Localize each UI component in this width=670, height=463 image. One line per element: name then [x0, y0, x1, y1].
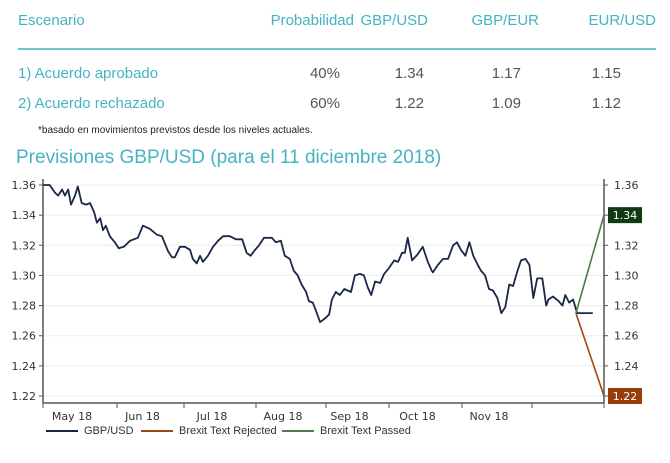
end-value-badge	[608, 388, 642, 404]
y-tick-label-right: 1.32	[614, 239, 639, 252]
x-tick-label: Sep 18	[330, 410, 368, 423]
end-value-badge	[608, 207, 642, 224]
y-tick-label-right: 1.24	[614, 360, 639, 373]
table-divider	[18, 48, 656, 50]
legend-swatch	[46, 430, 78, 433]
legend-label: Brexit Text Rejected	[179, 425, 277, 437]
y-tick-label-right: 1.26	[614, 330, 639, 343]
legend-swatch	[141, 430, 173, 433]
gbpusd-value: 1.34	[394, 65, 424, 82]
legend-item-gbpusd: GBP/USD	[46, 425, 134, 437]
y-tick-label-left: 1.24	[12, 360, 37, 373]
end-value-label: 1.34	[613, 209, 638, 222]
header-escenario: Escenario	[18, 12, 85, 29]
gbpeur-value: 1.17	[491, 65, 521, 82]
y-tick-label-left: 1.22	[12, 390, 37, 403]
table-row: 1) Acuerdo aprobado 40% 1.34 1.17 1.15	[18, 65, 656, 89]
eurusd-value: 1.12	[591, 95, 621, 112]
legend-label: GBP/USD	[84, 425, 134, 437]
chart-title: Previsiones GBP/USD (para el 11 diciembr…	[16, 147, 442, 168]
gbpusd-value: 1.22	[394, 95, 424, 112]
y-tick-label-right: 1.28	[614, 300, 639, 313]
header-eurusd: EUR/USD	[588, 12, 656, 29]
header-gbpeur: GBP/EUR	[471, 12, 539, 29]
probability: 40%	[309, 65, 340, 82]
probability: 60%	[309, 95, 340, 112]
y-tick-label-right: 1.30	[614, 269, 639, 282]
y-tick-label-left: 1.26	[12, 330, 37, 343]
x-tick-label: Jun 18	[124, 410, 160, 423]
gbpeur-value: 1.09	[491, 95, 521, 112]
series-passed-line	[575, 214, 605, 314]
y-tick-label-right: 1.36	[614, 179, 639, 192]
x-tick-label: Aug 18	[264, 410, 303, 423]
table-header: Escenario Probabilidad GBP/USD GBP/EUR E…	[18, 12, 656, 36]
series-rejected-line	[575, 312, 605, 397]
series-gbpusd-line	[43, 184, 593, 324]
header-probabilidad: Probabilidad	[270, 12, 354, 29]
legend-item-passed: Brexit Text Passed	[282, 425, 411, 437]
legend-swatch	[282, 430, 314, 433]
table-footnote: *basado en movimientos previstos desde l…	[38, 125, 313, 136]
y-tick-label-left: 1.32	[12, 239, 37, 252]
x-tick-label: Nov 18	[470, 410, 509, 423]
legend-item-rejected: Brexit Text Rejected	[141, 425, 277, 437]
table-row: 2) Acuerdo rechazado 60% 1.22 1.09 1.12	[18, 95, 656, 119]
x-tick-label: Oct 18	[399, 410, 436, 423]
x-tick-label: Jul 18	[196, 410, 228, 423]
scenario-name: 1) Acuerdo aprobado	[18, 65, 159, 82]
y-tick-label-left: 1.36	[12, 179, 37, 192]
legend-label: Brexit Text Passed	[320, 425, 411, 437]
header-gbpusd: GBP/USD	[360, 12, 428, 29]
x-tick-label: May 18	[52, 410, 92, 423]
y-tick-label-left: 1.30	[12, 269, 37, 282]
y-tick-label-left: 1.34	[12, 209, 37, 222]
eurusd-value: 1.15	[591, 65, 621, 82]
end-value-label: 1.22	[613, 390, 638, 403]
y-tick-label-left: 1.28	[12, 300, 37, 313]
scenario-name: 2) Acuerdo rechazado	[18, 95, 165, 112]
